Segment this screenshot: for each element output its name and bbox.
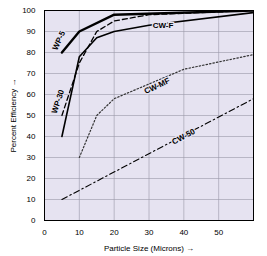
svg-text:0: 0: [31, 216, 36, 225]
svg-text:70: 70: [27, 69, 36, 78]
svg-text:40: 40: [179, 228, 188, 237]
svg-text:50: 50: [27, 111, 36, 120]
svg-text:Particle Size (Microns) →: Particle Size (Microns) →: [104, 244, 194, 253]
svg-text:90: 90: [27, 27, 36, 36]
svg-text:20: 20: [27, 174, 36, 183]
svg-text:CW-50: CW-50: [170, 127, 197, 147]
svg-text:80: 80: [27, 48, 36, 57]
svg-text:60: 60: [27, 90, 36, 99]
svg-text:30: 30: [27, 153, 36, 162]
svg-text:CW-F: CW-F: [153, 21, 174, 30]
svg-text:40: 40: [27, 132, 36, 141]
svg-text:50: 50: [214, 228, 223, 237]
svg-text:10: 10: [75, 228, 84, 237]
svg-text:10: 10: [27, 195, 36, 204]
svg-text:30: 30: [145, 228, 154, 237]
svg-text:100: 100: [22, 6, 36, 15]
svg-text:20: 20: [110, 228, 119, 237]
svg-text:WP-5: WP-5: [51, 29, 68, 51]
svg-text:WP-30: WP-30: [50, 88, 66, 115]
svg-text:Percent Efficiency →: Percent Efficiency →: [9, 78, 18, 152]
svg-text:0: 0: [42, 228, 47, 237]
svg-text:CW-MF: CW-MF: [143, 76, 172, 96]
